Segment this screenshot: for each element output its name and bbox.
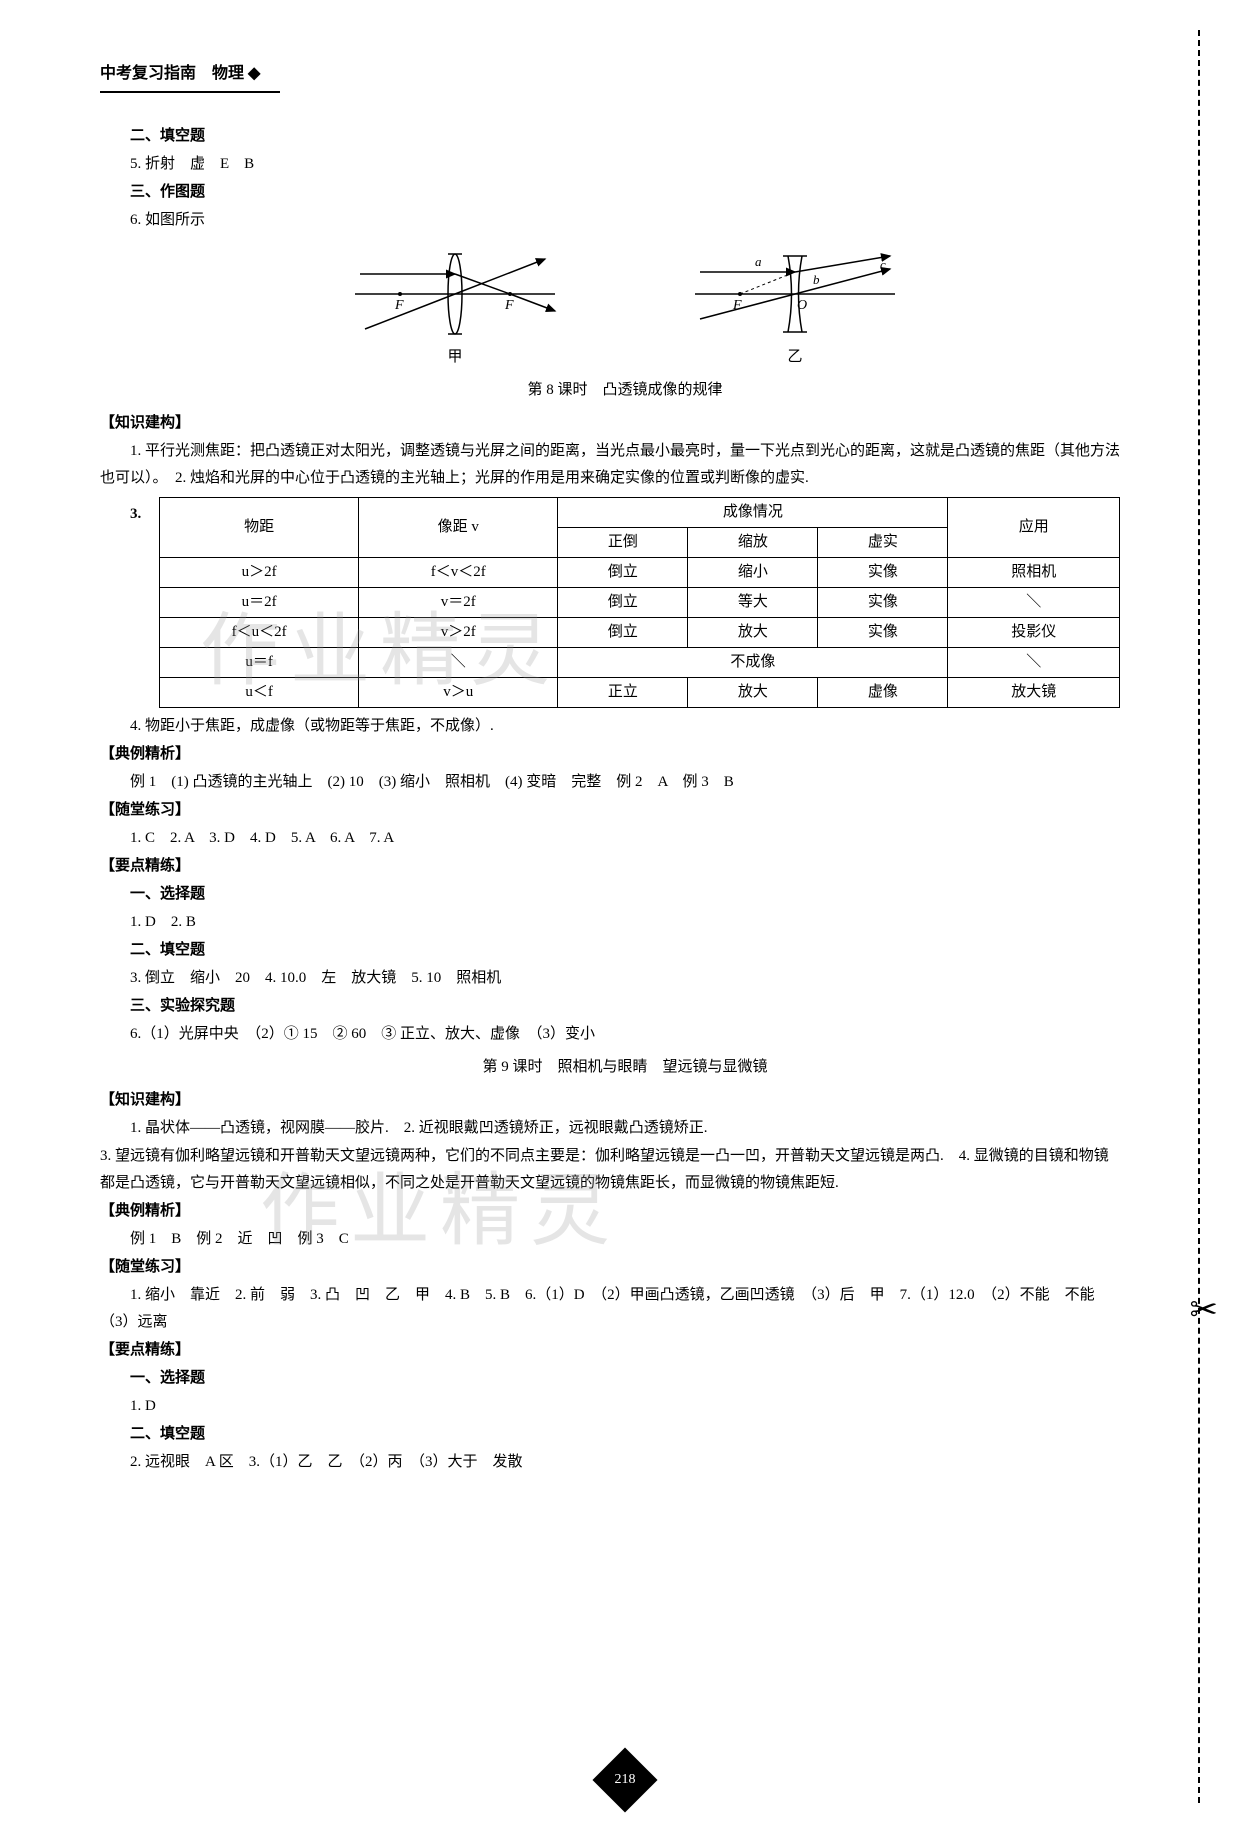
col-real: 虚实 <box>818 527 948 557</box>
figure-row: F F 甲 a b c F <box>130 244 1120 371</box>
col-object-distance: 物距 <box>160 497 359 557</box>
lesson9-title: 第 9 课时 照相机与眼睛 望远镜与显微镜 <box>130 1054 1120 1081</box>
knowledge-build-heading: 【知识建构】 <box>100 1087 1120 1114</box>
col-image-distance: 像距 v <box>359 497 558 557</box>
selection-heading: 一、选择题 <box>130 1365 1120 1392</box>
figure-jia: F F 甲 <box>345 244 565 371</box>
col-application: 应用 <box>948 497 1120 557</box>
table-number: 3. <box>130 493 159 528</box>
header-title: 中考复习指南 物理 <box>100 65 244 82</box>
table-row: f＜u＜2f v＞2f 倒立 放大 实像 投影仪 <box>160 617 1120 647</box>
fill-answers: 2. 远视眼 A 区 3.（1）乙 乙 （2）丙 （3）大于 发散 <box>130 1449 1120 1476</box>
experiment-heading: 三、实验探究题 <box>130 993 1120 1020</box>
selection-answers: 1. D 2. B <box>130 909 1120 936</box>
lesson9-p3: 3. 望远镜有伽利略望远镜和开普勒天文望远镜两种，它们的不同点主要是：伽利略望远… <box>100 1143 1120 1197</box>
lesson8-title: 第 8 课时 凸透镜成像的规律 <box>130 377 1120 404</box>
figure-label-yi: 乙 <box>685 344 905 371</box>
svg-text:a: a <box>755 254 762 269</box>
svg-text:c: c <box>880 257 886 272</box>
fill-heading: 二、填空题 <box>130 1421 1120 1448</box>
svg-text:O: O <box>797 298 807 313</box>
selection-answers: 1. D <box>130 1393 1120 1420</box>
class-practice-heading: 【随堂练习】 <box>100 797 1120 824</box>
fill-heading: 二、填空题 <box>130 937 1120 964</box>
experiment-answers: 6.（1）光屏中央 （2）① 15 ② 60 ③ 正立、放大、虚像 （3）变小 <box>130 1021 1120 1048</box>
figure-yi: a b c F O 乙 <box>685 244 905 371</box>
class-practice-answers: 1. 缩小 靠近 2. 前 弱 3. 凸 凹 乙 甲 4. B 5. B 6.（… <box>100 1282 1120 1336</box>
cut-line <box>1198 30 1200 1803</box>
concave-lens-diagram: a b c F O <box>685 244 905 344</box>
col-upright: 正倒 <box>558 527 688 557</box>
lesson8-p4: 4. 物距小于焦距，成虚像（或物距等于焦距，不成像）. <box>130 713 1120 740</box>
page-number: 218 <box>602 1757 648 1803</box>
answer-q5: 5. 折射 虚 E B <box>130 151 1120 178</box>
drawing-heading: 三、作图题 <box>130 179 1120 206</box>
class-practice-heading: 【随堂练习】 <box>100 1254 1120 1281</box>
convex-lens-diagram: F F <box>345 244 565 344</box>
fill-blank-heading: 二、填空题 <box>130 123 1120 150</box>
table-row: u＝2f v＝2f 倒立 等大 实像 ＼ <box>160 587 1120 617</box>
class-practice-answers: 1. C 2. A 3. D 4. D 5. A 6. A 7. A <box>130 825 1120 852</box>
page-number-badge: 218 <box>602 1757 648 1803</box>
table-row: u＝f ＼ 不成像 ＼ <box>160 647 1120 677</box>
knowledge-build-heading: 【知识建构】 <box>100 410 1120 437</box>
lesson9-p1: 1. 晶状体——凸透镜，视网膜——胶片. 2. 近视眼戴凹透镜矫正，远视眼戴凸透… <box>100 1115 1120 1142</box>
table-row: u＞2f f＜v＜2f 倒立 缩小 实像 照相机 <box>160 557 1120 587</box>
key-practice-heading: 【要点精练】 <box>100 1337 1120 1364</box>
key-practice-heading: 【要点精练】 <box>100 853 1120 880</box>
lesson8-p1: 1. 平行光测焦距：把凸透镜正对太阳光，调整透镜与光屏之间的距离，当光点最小最亮… <box>100 438 1120 492</box>
lens-imaging-table: 物距 像距 v 成像情况 应用 正倒 缩放 虚实 u＞2f f＜v＜2f 倒立 … <box>159 497 1120 708</box>
diamond-icon: ◆ <box>248 60 260 89</box>
page-header: 中考复习指南 物理 ◆ <box>100 60 280 93</box>
svg-text:F: F <box>504 298 514 313</box>
answer-q6: 6. 如图所示 <box>130 207 1120 234</box>
selection-heading: 一、选择题 <box>130 881 1120 908</box>
example-analysis-heading: 【典例精析】 <box>100 741 1120 768</box>
figure-label-jia: 甲 <box>345 344 565 371</box>
example-analysis-heading: 【典例精析】 <box>100 1198 1120 1225</box>
example-answers: 例 1 (1) 凸透镜的主光轴上 (2) 10 (3) 缩小 照相机 (4) 变… <box>130 769 1120 796</box>
col-size: 缩放 <box>688 527 818 557</box>
svg-text:b: b <box>813 272 820 287</box>
svg-text:F: F <box>732 298 742 313</box>
example-answers: 例 1 B 例 2 近 凹 例 3 C <box>130 1226 1120 1253</box>
scissors-icon: ✂ <box>1190 1280 1219 1341</box>
fill-answers: 3. 倒立 缩小 20 4. 10.0 左 放大镜 5. 10 照相机 <box>130 965 1120 992</box>
svg-text:F: F <box>394 298 404 313</box>
col-imaging-situation: 成像情况 <box>558 497 948 527</box>
table-row: u＜f v＞u 正立 放大 虚像 放大镜 <box>160 677 1120 707</box>
